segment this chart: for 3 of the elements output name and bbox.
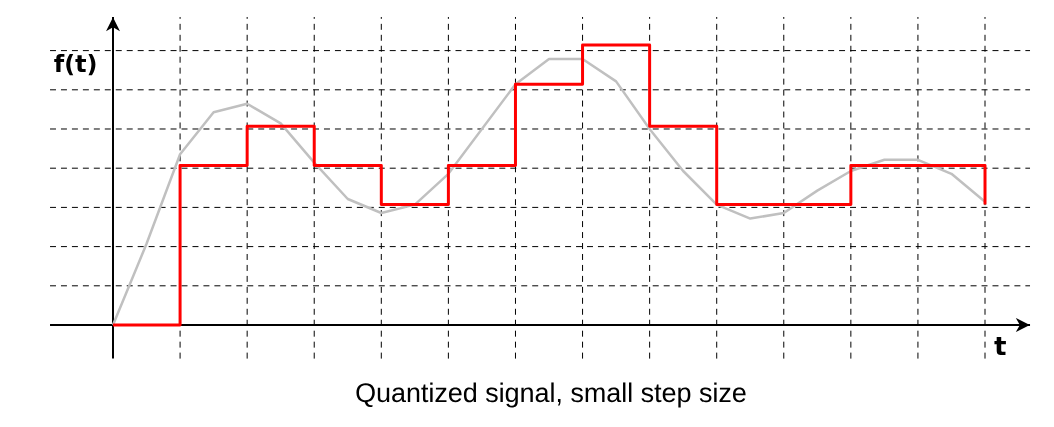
text: Quantized signal, small step size xyxy=(356,382,746,408)
x-axis-title: t xyxy=(994,336,1006,356)
y-axis-title: f(t) xyxy=(54,53,96,76)
